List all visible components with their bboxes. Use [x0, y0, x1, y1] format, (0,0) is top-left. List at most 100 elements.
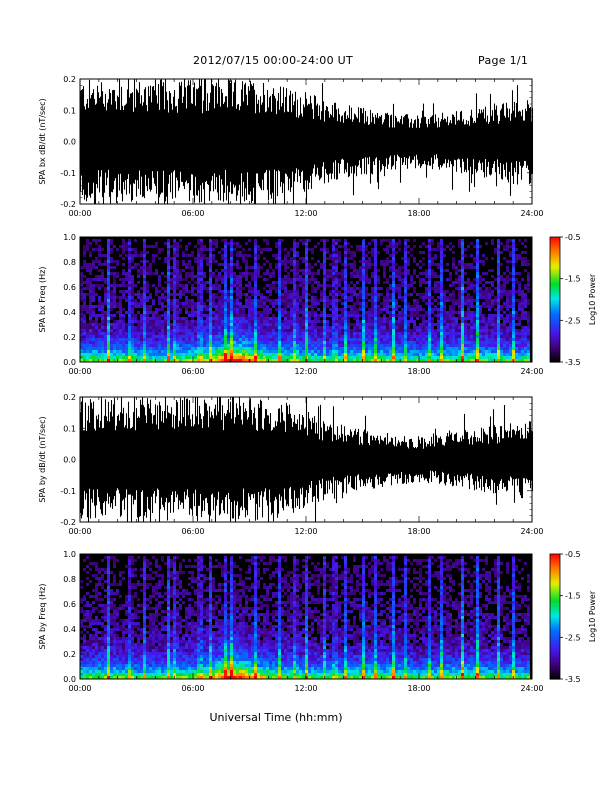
colorbar-step: [550, 631, 560, 634]
colorbar-step: [550, 604, 560, 607]
x-tick-label: 24:00: [520, 209, 543, 218]
y-tick-label: 0.1: [63, 106, 76, 115]
colorbar-step: [550, 572, 560, 576]
x-tick-label: 24:00: [520, 527, 543, 536]
colorbar-step: [550, 303, 560, 307]
y-tick-label: 0.0: [63, 138, 76, 147]
colorbar-step: [550, 616, 560, 620]
colorbar-step: [550, 658, 560, 661]
y-tick-label: 0.1: [63, 424, 76, 433]
x-tick-label: 06:00: [181, 367, 204, 376]
colorbar-frame: [549, 236, 561, 363]
colorbar-step: [550, 620, 560, 624]
spectrogram-cells: [80, 239, 530, 362]
colorbar-step: [550, 251, 560, 255]
colorbar-step: [550, 676, 560, 680]
colorbar-step: [550, 651, 560, 655]
spectrogram-cells: [80, 556, 530, 679]
colorbar-step: [550, 347, 560, 351]
y-tick-label: 0.8: [63, 258, 76, 267]
y-tick-label: 0.6: [63, 283, 76, 292]
y-tick-label: 0.0: [63, 675, 76, 684]
y-tick-label: -0.2: [60, 200, 76, 209]
colorbar-step: [550, 257, 560, 261]
colorbar-step: [550, 589, 560, 593]
colorbar-step: [550, 666, 560, 670]
y-tick-label: 0.0: [63, 358, 76, 367]
colorbar-step: [550, 312, 560, 315]
colorbar-step: [550, 635, 560, 638]
x-tick-label: 12:00: [294, 367, 317, 376]
colorbar-step: [550, 278, 560, 282]
colorbar-step: [550, 237, 560, 240]
colorbar-tick-label: -2.5: [565, 316, 581, 325]
colorbar-step: [550, 633, 560, 636]
colorbar-step: [550, 593, 560, 597]
colorbar-step: [550, 253, 560, 257]
colorbar-step: [550, 293, 560, 296]
colorbar-step: [550, 299, 560, 303]
colorbar-step: [550, 295, 560, 299]
colorbar-step: [550, 612, 560, 616]
y-tick-label: 0.2: [63, 393, 76, 402]
colorbar-step: [550, 264, 560, 267]
colorbar-step: [550, 595, 560, 599]
y-tick-label: 0.4: [63, 308, 76, 317]
panel-2: -0.5 -1.5 -2.5 -3.5 Log10 Power 00:00 06:00 12:…: [38, 233, 597, 376]
colorbar-step: [550, 328, 560, 332]
colorbar-step: [550, 351, 560, 355]
colorbar-step: [550, 345, 560, 349]
colorbar-step: [550, 332, 560, 336]
colorbar-step: [550, 282, 560, 286]
colorbar-step: [550, 599, 560, 603]
colorbar-step: [550, 656, 560, 659]
colorbar-step: [550, 255, 560, 259]
colorbar-step: [550, 355, 560, 359]
colorbar-step: [550, 243, 560, 246]
colorbar-step: [550, 276, 560, 280]
colorbar-step: [550, 562, 560, 566]
colorbar-step: [550, 259, 560, 263]
colorbar-step: [550, 558, 560, 561]
colorbar-step: [550, 266, 560, 269]
colorbar-step: [550, 262, 560, 265]
x-tick-label: 00:00: [68, 684, 91, 693]
colorbar-step: [550, 647, 560, 651]
colorbar-step: [550, 301, 560, 305]
colorbar-tick-label: -3.5: [565, 358, 581, 367]
colorbar-step: [550, 643, 560, 647]
colorbar-step: [550, 245, 560, 249]
colorbar-tick-label: -2.5: [565, 633, 581, 642]
colorbar-step: [550, 287, 560, 290]
colorbar-step: [550, 660, 560, 663]
colorbar-step: [550, 662, 560, 666]
colorbar-step: [550, 324, 560, 328]
colorbar-step: [550, 610, 560, 613]
colorbar-step: [550, 606, 560, 609]
colorbar-step: [550, 249, 560, 253]
colorbar-step: [550, 618, 560, 622]
colorbar: -0.5 -1.5 -2.5 -3.5 Log10 Power: [549, 233, 597, 367]
colorbar-step: [550, 566, 560, 570]
colorbar-step: [550, 641, 560, 645]
x-axis-title: Universal Time (hh:mm): [210, 711, 343, 724]
colorbar-step: [550, 674, 560, 678]
y-tick-label: 0.2: [63, 650, 76, 659]
colorbar-step: [550, 357, 560, 361]
y-axis-label: SPA by Freq (Hz): [38, 584, 47, 650]
colorbar-label: Log10 Power: [588, 590, 597, 642]
x-tick-label: 00:00: [68, 367, 91, 376]
colorbar-step: [550, 579, 560, 582]
colorbar-step: [550, 320, 560, 324]
y-tick-label: 1.0: [63, 233, 76, 242]
colorbar-step: [550, 318, 560, 321]
colorbar-step: [550, 337, 560, 340]
colorbar-step: [550, 570, 560, 574]
colorbar-step: [550, 339, 560, 342]
x-tick-label: 12:00: [294, 209, 317, 218]
colorbar-step: [550, 284, 560, 288]
colorbar-step: [550, 241, 560, 244]
colorbar-step: [550, 587, 560, 591]
colorbar-step: [550, 583, 560, 586]
